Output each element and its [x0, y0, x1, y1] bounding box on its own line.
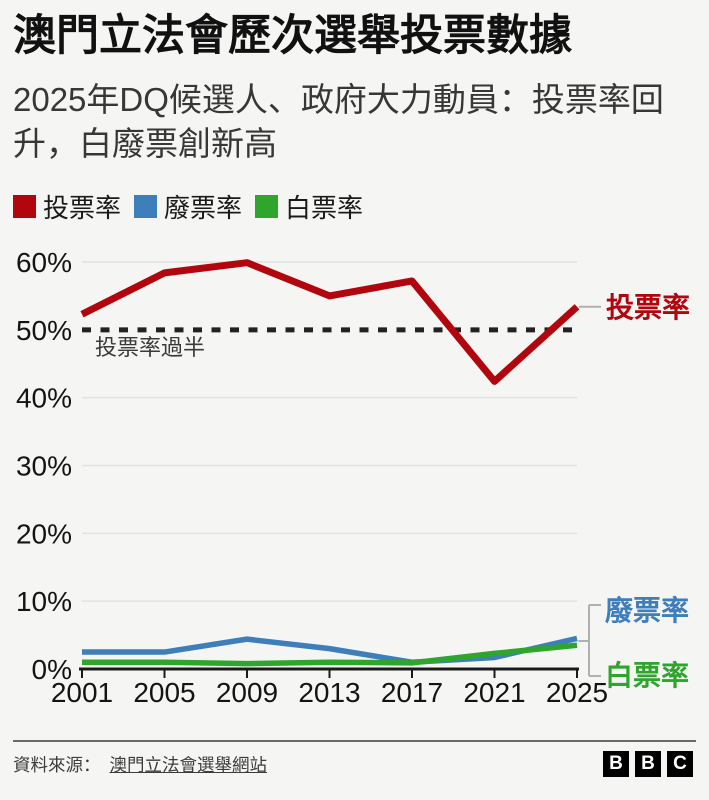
footer: 資料來源： 澳門立法會選舉網站 B B C [13, 751, 693, 777]
y-label-10: 10% [16, 586, 72, 617]
source-label: 資料來源： [13, 754, 101, 775]
x-label-2021: 2021 [463, 677, 525, 708]
legend-label-turnout: 投票率 [43, 193, 122, 223]
invalid-votes-swatch-icon [134, 195, 158, 218]
legend-label-invalid-votes: 廢票率 [164, 193, 243, 223]
x-label-2005: 2005 [133, 677, 195, 708]
y-label-40: 40% [16, 383, 72, 414]
chart-title: 澳門立法會歷次選舉投票數據 [13, 12, 572, 60]
legend-item-turnout: 投票率 [13, 188, 121, 225]
bbc-logo-letter: B [635, 751, 661, 777]
y-label-20: 20% [16, 518, 72, 549]
source: 資料來源： 澳門立法會選舉網站 [13, 752, 267, 777]
bbc-logo: B B C [603, 751, 693, 777]
invalid-votes-end-label: 廢票率 [605, 594, 689, 626]
source-link[interactable]: 澳門立法會選舉網站 [109, 754, 268, 775]
x-label-2009: 2009 [216, 677, 278, 708]
turnout-end-label: 投票率 [606, 291, 690, 323]
bbc-logo-letter: C [667, 751, 693, 777]
legend-item-blank-votes: 白票率 [255, 188, 363, 225]
bbc-logo-letter: B [603, 751, 629, 777]
legend-label-blank-votes: 白票率 [285, 193, 364, 223]
x-label-2017: 2017 [381, 677, 443, 708]
footer-divider [13, 740, 696, 742]
y-label-50: 50% [16, 315, 72, 346]
y-label-30: 30% [16, 451, 72, 482]
invalid-votes-line [82, 635, 578, 665]
turnout-swatch-icon [13, 195, 36, 218]
legend: 投票率 廢票率 白票率 [13, 188, 363, 225]
turnout-line [80, 259, 580, 385]
chart-subtitle: 2025年DQ候選人、政府大力動員：投票率回升，白廢票創新高 [13, 81, 664, 162]
blank-votes-swatch-icon [255, 195, 279, 218]
votes-connector [578, 604, 601, 677]
x-label-2013: 2013 [298, 677, 360, 708]
blank-votes-end-label: 白票率 [605, 659, 689, 691]
y-label-60: 60% [16, 247, 72, 278]
y-label-0: 0% [32, 654, 72, 685]
blank-votes-line [82, 642, 578, 667]
threshold-label: 投票率過半 [95, 335, 205, 360]
x-label-2001: 2001 [51, 677, 113, 708]
x-label-2025: 2025 [546, 677, 608, 708]
legend-item-invalid-votes: 廢票率 [134, 188, 242, 225]
